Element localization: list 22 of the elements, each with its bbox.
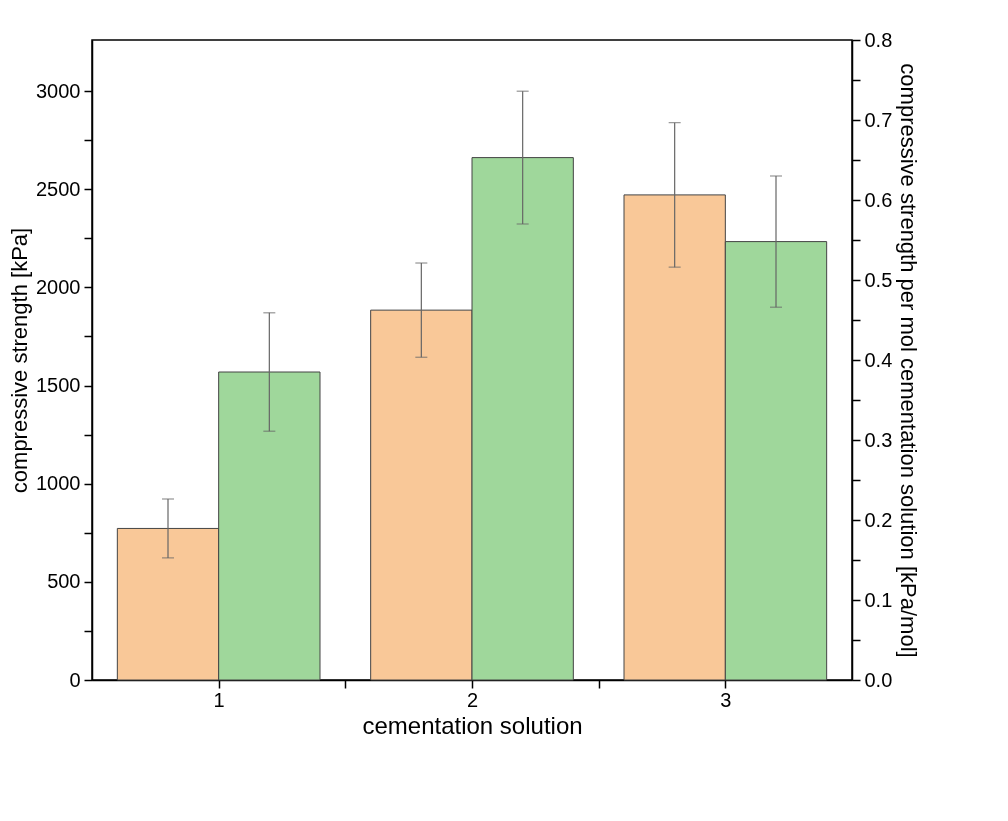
x-tick-label: 1 (213, 688, 225, 711)
y2-tick-label: 0.4 (864, 348, 893, 371)
y2-tick-label: 0.8 (864, 28, 893, 51)
y-tick-label: 0 (69, 668, 81, 691)
y-tick-label: 1000 (36, 472, 81, 495)
y2-tick-label: 0.7 (864, 108, 893, 131)
x-tick-label: 2 (466, 688, 479, 711)
y2-tick-label: 0.1 (864, 588, 893, 611)
y-tick-label: 2000 (36, 275, 81, 298)
y-tick-label: 1500 (36, 374, 81, 397)
y2-tick-label: 0.3 (864, 428, 893, 451)
y-axis-title: compressive strength [kPa] (7, 227, 33, 494)
y2-axis-title: compressive strength per mol cementation solution [kPa/mol] (896, 63, 922, 658)
y2-tick-label: 0.2 (864, 508, 893, 531)
y2-tick-label: 0.6 (864, 188, 893, 211)
x-tick-label: 3 (720, 688, 732, 711)
y-tick-label: 3000 (36, 79, 81, 102)
y-tick-label: 2500 (36, 177, 81, 200)
y2-tick-label: 0.5 (864, 268, 893, 291)
y2-tick-label: 0.0 (864, 668, 893, 691)
x-axis-title: cementation solution (362, 711, 583, 739)
y-tick-label: 500 (47, 570, 81, 593)
